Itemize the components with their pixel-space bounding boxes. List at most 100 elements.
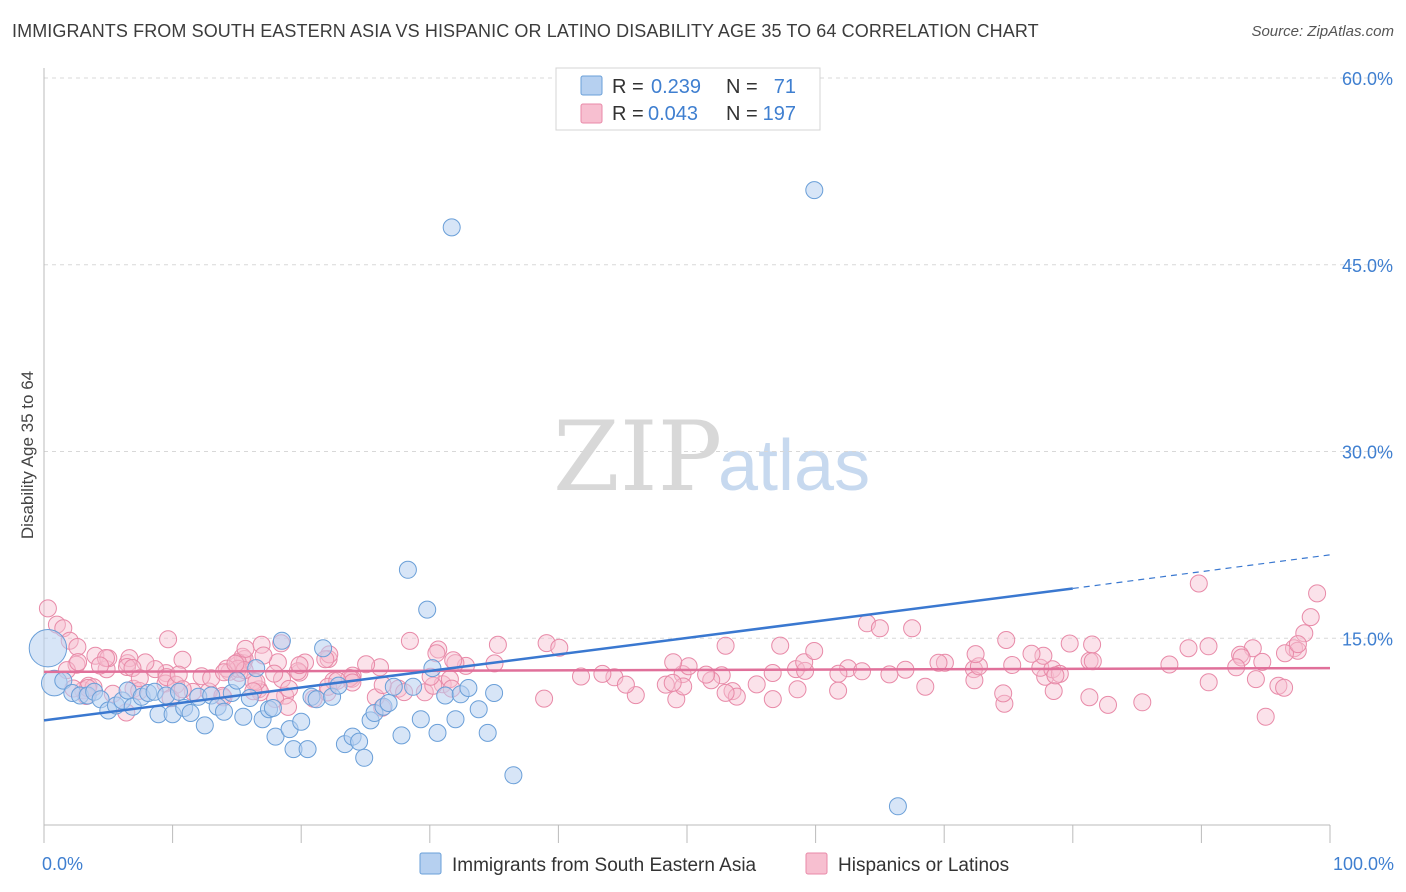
sea-immigrant-point bbox=[423, 659, 442, 678]
legend-n-label-1: N = bbox=[726, 76, 758, 98]
hispanic-point bbox=[1288, 635, 1307, 654]
hispanic-point bbox=[664, 653, 683, 672]
bottom-legend-label-1: Immigrants from South Eastern Asia bbox=[452, 855, 757, 876]
watermark-zip: ZIP bbox=[553, 401, 722, 513]
sea-immigrant-point bbox=[459, 679, 478, 697]
hispanic-point bbox=[935, 653, 954, 672]
hispanic-point bbox=[290, 656, 309, 675]
trend-lines bbox=[43, 554, 1331, 722]
sea-immigrant-point bbox=[272, 631, 291, 650]
sea-immigrant-point bbox=[504, 766, 523, 785]
sea-immigrant-point bbox=[442, 218, 461, 237]
hispanic-point bbox=[747, 675, 766, 694]
bottom-legend-swatch-pink bbox=[805, 852, 828, 875]
hispanic-point bbox=[1034, 646, 1053, 665]
hispanic-point bbox=[716, 683, 735, 702]
hispanic-point bbox=[1246, 670, 1265, 689]
sea-immigrant-point bbox=[181, 704, 200, 722]
hispanic-point bbox=[674, 677, 693, 696]
hispanic-point bbox=[1083, 652, 1102, 671]
sea-immigrant-point bbox=[307, 690, 326, 709]
hispanic-point bbox=[357, 655, 376, 674]
hispanic-point bbox=[1308, 584, 1327, 603]
sea-immigrant-point bbox=[411, 710, 430, 729]
hispanic-point bbox=[69, 653, 88, 672]
sea-immigrant-point bbox=[384, 677, 403, 696]
hispanic-point bbox=[805, 642, 824, 660]
legend-n-value-1: 71 bbox=[774, 76, 796, 98]
hispanic-point bbox=[1232, 648, 1251, 667]
y-tick-label: 45.0% bbox=[1342, 256, 1393, 276]
sea-immigrant-point bbox=[428, 723, 447, 742]
hispanic-point bbox=[236, 639, 255, 658]
hispanic-point bbox=[994, 684, 1013, 703]
hispanic-point bbox=[656, 675, 675, 694]
hispanic-point bbox=[1179, 639, 1198, 658]
sea-immigrant-point bbox=[247, 659, 266, 678]
hispanic-point bbox=[679, 657, 698, 676]
hispanic-point bbox=[1044, 682, 1063, 700]
legend-box: R = 0.239 N = 71 R = 0.043 N = 197 bbox=[555, 67, 821, 131]
gridlines: 15.0% 30.0% 45.0% 60.0% bbox=[44, 69, 1393, 649]
sea-immigrant-point bbox=[350, 732, 369, 751]
hispanic-point bbox=[697, 665, 716, 684]
sea-immigrant-point bbox=[170, 682, 188, 701]
hispanic-point bbox=[97, 649, 115, 667]
legend-swatch-pink bbox=[580, 103, 603, 124]
sea-immigrant-point bbox=[446, 710, 465, 729]
sea-immigrant-point bbox=[392, 726, 411, 745]
hispanic-point bbox=[966, 645, 985, 664]
hispanic-point bbox=[130, 669, 149, 688]
hispanic-point bbox=[997, 631, 1016, 649]
sea-immigrant-point bbox=[298, 740, 317, 759]
sea-immigrant-point bbox=[195, 716, 214, 735]
hispanic-point bbox=[68, 638, 87, 656]
hispanic-point bbox=[1256, 707, 1275, 726]
hispanic-point bbox=[1060, 634, 1079, 653]
sea-immigrant-point bbox=[314, 639, 333, 658]
source-label: Source: ZipAtlas.com bbox=[1251, 23, 1394, 40]
hispanic-point bbox=[663, 673, 682, 692]
x-tick-label-min: 0.0% bbox=[42, 854, 83, 874]
y-tick-label: 15.0% bbox=[1342, 629, 1393, 649]
hispanic-point bbox=[853, 662, 871, 681]
legend-r-value-1: 0.239 bbox=[651, 76, 701, 98]
sea-immigrant-points bbox=[28, 181, 907, 816]
sea-immigrant-point bbox=[485, 684, 504, 702]
hispanic-point bbox=[1133, 693, 1152, 712]
bottom-legend-swatch-blue bbox=[419, 852, 442, 875]
x-tick-label-max: 100.0% bbox=[1333, 854, 1394, 874]
hispanic-point bbox=[593, 664, 612, 683]
hispanic-point bbox=[159, 630, 178, 649]
hispanic-point bbox=[1022, 644, 1041, 663]
hispanic-point bbox=[1189, 574, 1208, 593]
legend-n-label-2: N = bbox=[726, 103, 758, 125]
sea-immigrant-point bbox=[266, 727, 285, 746]
hispanic-point bbox=[727, 687, 746, 706]
hispanic-point bbox=[173, 650, 192, 669]
hispanic-point bbox=[716, 636, 735, 655]
hispanic-point bbox=[788, 680, 807, 699]
hispanic-point bbox=[1160, 655, 1179, 674]
hispanic-point bbox=[929, 653, 948, 672]
hispanic-point bbox=[1275, 678, 1294, 697]
hispanic-point bbox=[550, 638, 569, 657]
hispanic-trend-line bbox=[43, 666, 1331, 674]
y-tick-label: 30.0% bbox=[1342, 443, 1393, 463]
hispanic-point bbox=[1003, 656, 1022, 674]
y-axis-label: Disability Age 35 to 64 bbox=[18, 371, 37, 539]
hispanic-point bbox=[1276, 644, 1294, 663]
hispanic-point bbox=[870, 619, 889, 638]
hispanic-point bbox=[616, 675, 635, 694]
legend-n-value-2: 197 bbox=[763, 103, 796, 125]
chart-title: IMMIGRANTS FROM SOUTH EASTERN ASIA VS HI… bbox=[12, 21, 1039, 41]
hispanic-point bbox=[279, 697, 297, 716]
bottom-legend: Immigrants from South Eastern Asia Hispa… bbox=[419, 852, 1009, 876]
sea-immigrant-point bbox=[398, 560, 417, 579]
hispanic-point bbox=[763, 690, 782, 709]
sea-immigrant-point bbox=[888, 797, 907, 816]
hispanic-point bbox=[67, 655, 86, 674]
hispanic-point bbox=[265, 664, 284, 683]
hispanic-point bbox=[771, 636, 790, 655]
